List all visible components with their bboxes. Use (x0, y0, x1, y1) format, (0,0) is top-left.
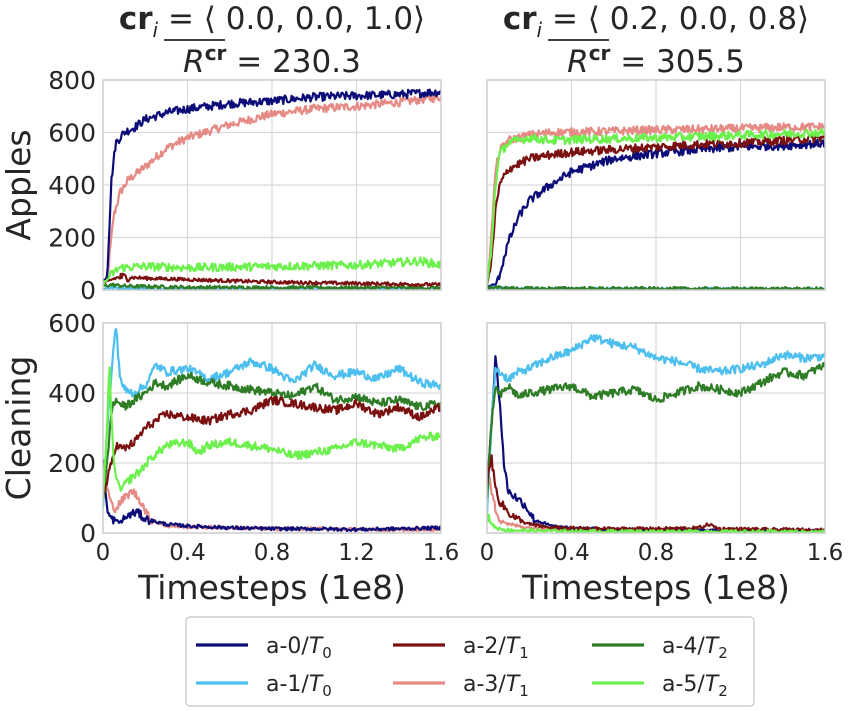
series-line-a5 (487, 513, 825, 533)
legend-label-a4: a-4/T2 (662, 634, 728, 662)
legend-label-a5: a-5/T2 (662, 672, 728, 700)
x-tick-label: 1.2 (338, 540, 375, 566)
legend-label-a3: a-3/T1 (463, 672, 529, 700)
series-group (487, 334, 825, 533)
x-tick-label: 0 (96, 540, 111, 566)
x-tick-label: 0.4 (169, 540, 206, 566)
panel-right-cleaning: 0 0.4 0.8 1.2 1.6 Timesteps (1e8) (480, 322, 844, 607)
plot-frame (102, 322, 442, 534)
series-line-a1 (487, 334, 825, 516)
series-line-a0 (103, 88, 441, 283)
legend-label-a1: a-1/T0 (266, 672, 332, 700)
series-line-a5 (103, 366, 441, 500)
series-line-a1 (103, 328, 441, 508)
y-tick-label: 800 (48, 66, 96, 95)
legend-label-a0: a-0/T0 (266, 634, 332, 662)
series-line-a2 (487, 133, 825, 284)
panel-left-cleaning: 0 200 400 600 0 0.4 0.8 1.2 1.6 Timesteps (1e8) Cl… (0, 309, 459, 607)
series-line-a5 (103, 256, 441, 287)
panel-title-line1: cri = ⟨ 0.0, 0.0, 1.0⟩ (119, 1, 425, 42)
panel-title-line2: Rcr = 230.3 (183, 41, 361, 80)
y-tick-label: 0 (80, 276, 96, 305)
series-line-a4 (487, 361, 825, 499)
legend-label-a2: a-2/T1 (463, 634, 529, 662)
series-line-a5 (487, 127, 825, 284)
panel-right-apples: cri = ⟨ 0.2, 0.0, 0.8⟩Rcr = 305.5 (486, 1, 826, 291)
x-axis-label: Timesteps (1e8) (137, 568, 406, 607)
y-tick-label: 600 (48, 119, 96, 148)
y-tick-label: 200 (48, 224, 96, 253)
y-tick-label: 600 (48, 309, 96, 338)
series-line-a0 (103, 459, 441, 533)
y-tick-label: 400 (48, 379, 96, 408)
x-axis-label: Timesteps (1e8) (521, 568, 790, 607)
y-tick-label: 0 (80, 519, 96, 548)
series-group (103, 88, 441, 290)
y-axis-label: Cleaning (0, 356, 38, 501)
panel-left-apples: 0 200 400 600 800 Apples cri = ⟨ 0.0, 0.0, 1.0… (0, 1, 442, 305)
y-tick-label: 400 (48, 171, 96, 200)
x-tick-label: 1.6 (807, 540, 844, 566)
x-tick-label: 0.8 (254, 540, 291, 566)
series-line-a4 (103, 282, 441, 290)
plot-frame (486, 322, 826, 534)
x-tick-label: 0.4 (553, 540, 590, 566)
legend: a-0/T0 a-1/T0 a-2/T1 a-3/T1 a-4/T2 a-5/T2 (185, 616, 755, 707)
series-line-a4 (103, 371, 441, 500)
panel-title-line1: cri = ⟨ 0.2, 0.0, 0.8⟩ (503, 1, 809, 42)
series-line-a3 (487, 122, 825, 286)
x-tick-label: 1.6 (423, 540, 460, 566)
x-tick-label: 0.8 (638, 540, 675, 566)
plot-frame (486, 79, 826, 291)
plot-frame (102, 79, 442, 291)
series-group (103, 328, 441, 533)
x-tick-label: 1.2 (722, 540, 759, 566)
y-tick-label: 200 (48, 449, 96, 478)
series-line-a2 (103, 272, 441, 288)
series-line-a3 (103, 93, 441, 286)
series-line-a2 (103, 395, 441, 497)
y-axis-label: Apples (0, 129, 38, 240)
x-tick-label: 0 (480, 540, 495, 566)
panel-title-line2: Rcr = 305.5 (567, 41, 745, 80)
